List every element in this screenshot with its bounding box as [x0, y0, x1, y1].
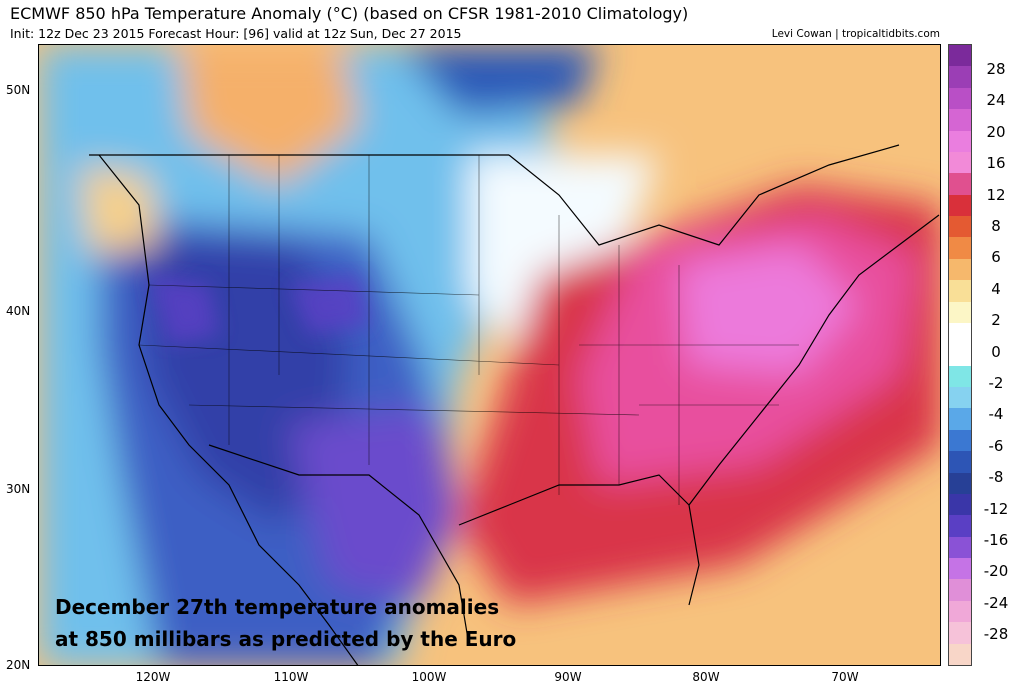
- colorbar-segment: [949, 173, 971, 195]
- colorbar-tick-label: -12: [983, 499, 1009, 518]
- colorbar-segment: [949, 237, 971, 259]
- colorbar-segment: [949, 536, 971, 558]
- colorbar-segment: [949, 216, 971, 238]
- colorbar-tick-label: -24: [983, 593, 1009, 612]
- map-title: ECMWF 850 hPa Temperature Anomaly (°C) (…: [10, 4, 689, 23]
- lat-label-40n: 40N: [6, 304, 31, 318]
- lon-label-120w: 120W: [135, 670, 171, 684]
- great-lakes-border: [508, 144, 900, 246]
- colorbar-tick-label: 12: [986, 185, 1006, 204]
- colorbar-segment: [949, 493, 971, 516]
- political-boundaries: [89, 144, 940, 665]
- lon-label-80w: 80W: [692, 670, 720, 684]
- colorbar-tick-label: -2: [988, 374, 1004, 392]
- northern-cold-pocket: [399, 45, 599, 115]
- pacific-warm-pocket: [79, 165, 159, 255]
- colorbar-segment: [949, 194, 971, 216]
- colorbar-tick-label: -6: [988, 436, 1004, 455]
- neutral-anomaly-band: [469, 155, 659, 345]
- author-credit: Levi Cowan | tropicaltidbits.com: [771, 28, 940, 40]
- lat-label-20n: 20N: [6, 658, 31, 672]
- colorbar-segment: [949, 151, 971, 174]
- colorbar-tick-label: 28: [986, 60, 1006, 78]
- colorbar-tick-label: -20: [983, 562, 1009, 581]
- extreme-warm-anomaly-field: [679, 245, 859, 375]
- lon-label-90w: 90W: [554, 670, 582, 684]
- colorbar-segment: [949, 429, 971, 452]
- colorbar-segment: [949, 451, 971, 473]
- colorbar-segment: [949, 365, 971, 387]
- colorbar-segment: [949, 322, 971, 345]
- colorbar-segment: [949, 45, 971, 67]
- gulf-coastline: [458, 474, 700, 606]
- colorbar-segment: [949, 515, 971, 537]
- lon-label-110w: 110W: [273, 670, 309, 684]
- colorbar-tick-label: -4: [988, 405, 1004, 424]
- colorbar-tick-label: -16: [983, 531, 1009, 549]
- lon-label-100w: 100W: [411, 670, 447, 684]
- colorbar-segment: [949, 558, 971, 580]
- pacific-coastline: [98, 154, 359, 665]
- colorbar-segment: [949, 87, 971, 110]
- colorbar-segment: [949, 258, 971, 281]
- colorbar-tick-label: 20: [986, 122, 1006, 141]
- colorbar-tick-label: 8: [991, 217, 1001, 235]
- colorbar-segment: [949, 579, 971, 601]
- colorbar-segment: [949, 301, 971, 323]
- anomaly-map-canvas: [39, 45, 940, 665]
- colorbar-tick-label: 16: [986, 154, 1006, 173]
- rockies-cold-core: [149, 275, 219, 345]
- colorbar-segment: [949, 622, 971, 644]
- colorbar-segment: [949, 280, 971, 302]
- lat-label-50n: 50N: [6, 83, 31, 97]
- us-mexico-border: [208, 444, 470, 646]
- colorbar-tick-label: 0: [991, 342, 1001, 361]
- colorbar-segment: [949, 66, 971, 88]
- caption-line-1: December 27th temperature anomalies: [55, 595, 500, 619]
- colorbar-segment: [949, 344, 971, 366]
- anomaly-map: [38, 44, 941, 666]
- colorbar-segment: [949, 408, 971, 430]
- colorbar-tick-label: -28: [983, 625, 1009, 644]
- extreme-cold-anomaly-field: [289, 405, 459, 605]
- colorbar-segment: [949, 643, 971, 665]
- lon-label-70w: 70W: [831, 670, 859, 684]
- northwest-warm-pocket: [179, 45, 359, 185]
- caption-line-2: at 850 millibars as predicted by the Eur…: [55, 627, 517, 651]
- colorbar-segment: [949, 387, 971, 409]
- colorbar-tick-label: -8: [988, 468, 1004, 487]
- colorbar-tick-label: 6: [991, 248, 1001, 267]
- lat-label-30n: 30N: [6, 482, 31, 496]
- colorbar: [948, 44, 972, 666]
- colorbar-segment: [949, 600, 971, 623]
- map-subtitle: Init: 12z Dec 23 2015 Forecast Hour: [96…: [10, 26, 462, 41]
- atlantic-coastline: [688, 214, 940, 506]
- colorbar-tick-label: 24: [986, 91, 1006, 110]
- colorbar-segment: [949, 130, 971, 152]
- colorbar-segment: [949, 472, 971, 494]
- colorbar-segment: [949, 109, 971, 131]
- state-boundaries: [138, 155, 799, 505]
- colorbar-tick-label: 2: [991, 311, 1001, 330]
- colorbar-tick-label: 4: [991, 279, 1001, 298]
